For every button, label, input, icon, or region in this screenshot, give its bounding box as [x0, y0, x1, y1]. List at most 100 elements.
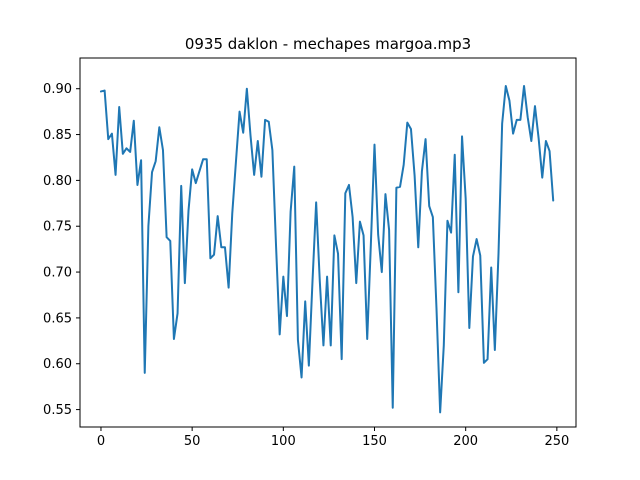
data-point [388, 229, 390, 231]
data-point [231, 212, 233, 214]
data-point [523, 85, 525, 87]
data-point [326, 276, 328, 278]
data-point [552, 200, 554, 202]
y-tick-label: 0.75 [43, 220, 72, 235]
data-point [312, 280, 314, 282]
data-point [264, 119, 266, 121]
data-point [366, 338, 368, 340]
data-point [417, 246, 419, 248]
data-point [136, 184, 138, 186]
data-point [104, 90, 106, 92]
data-point [472, 255, 474, 257]
y-tick-label: 0.65 [43, 311, 72, 326]
data-point [133, 120, 135, 122]
data-point [118, 106, 120, 108]
data-point [177, 312, 179, 314]
data-point [406, 122, 408, 124]
x-tick-label: 0 [97, 434, 105, 449]
data-point [395, 187, 397, 189]
data-point [498, 253, 500, 255]
data-point [450, 232, 452, 234]
data-point [549, 150, 551, 152]
data-point [446, 220, 448, 222]
data-point [129, 151, 131, 153]
data-point [206, 158, 208, 160]
data-point [534, 105, 536, 107]
data-point [359, 221, 361, 223]
data-point [126, 147, 128, 149]
data-point [213, 254, 215, 256]
data-point [508, 100, 510, 102]
data-point [319, 280, 321, 282]
data-point [286, 315, 288, 317]
data-point [487, 358, 489, 360]
data-point [308, 365, 310, 367]
data-point [425, 138, 427, 140]
data-point [519, 119, 521, 121]
data-point [217, 215, 219, 217]
data-point [239, 111, 241, 113]
y-tick-label: 0.80 [43, 174, 72, 189]
data-point [202, 158, 204, 160]
data-point [115, 174, 117, 176]
data-point [410, 128, 412, 130]
data-point [290, 211, 292, 213]
data-point [432, 216, 434, 218]
y-tick-label: 0.85 [43, 128, 72, 143]
data-point [337, 253, 339, 255]
data-point [516, 119, 518, 121]
data-point [538, 137, 540, 139]
data-point [228, 287, 230, 289]
x-axis: 0 50 100 150 200 250 [97, 427, 569, 449]
data-point [421, 170, 423, 172]
data-point [268, 121, 270, 123]
chart-title: 0935 daklon - mechapes margoa.mp3 [185, 35, 471, 53]
data-point [512, 133, 514, 135]
x-tick-label: 50 [184, 434, 201, 449]
y-tick-label: 0.70 [43, 266, 72, 281]
data-point [355, 282, 357, 284]
data-point [304, 300, 306, 302]
data-point [384, 193, 386, 195]
data-point [166, 236, 168, 238]
data-point [224, 246, 226, 248]
data-point [436, 308, 438, 310]
x-tick-label: 100 [271, 434, 296, 449]
data-point [392, 407, 394, 409]
x-tick-label: 200 [453, 434, 478, 449]
data-point [330, 344, 332, 346]
data-point [250, 134, 252, 136]
data-point [169, 240, 171, 242]
data-point [107, 138, 109, 140]
data-point [344, 192, 346, 194]
data-point [479, 255, 481, 257]
data-point [363, 234, 365, 236]
series-line [99, 84, 555, 414]
data-point [454, 154, 456, 156]
data-point [370, 244, 372, 246]
data-point [545, 140, 547, 142]
data-point [111, 133, 113, 135]
data-point [282, 276, 284, 278]
y-tick-label: 0.55 [43, 403, 72, 418]
data-point [151, 171, 153, 173]
data-point [144, 372, 146, 374]
data-point [260, 176, 262, 178]
data-point [322, 344, 324, 346]
data-point [428, 205, 430, 207]
data-point [246, 88, 248, 90]
data-point [374, 144, 376, 146]
data-point [527, 116, 529, 118]
data-point [173, 338, 175, 340]
plot-frame [79, 57, 577, 428]
data-point [297, 339, 299, 341]
data-point [461, 135, 463, 137]
data-point [122, 153, 124, 155]
data-point [505, 85, 507, 87]
data-point [180, 185, 182, 187]
data-point [530, 140, 532, 142]
data-point [279, 333, 281, 335]
data-point [483, 362, 485, 364]
